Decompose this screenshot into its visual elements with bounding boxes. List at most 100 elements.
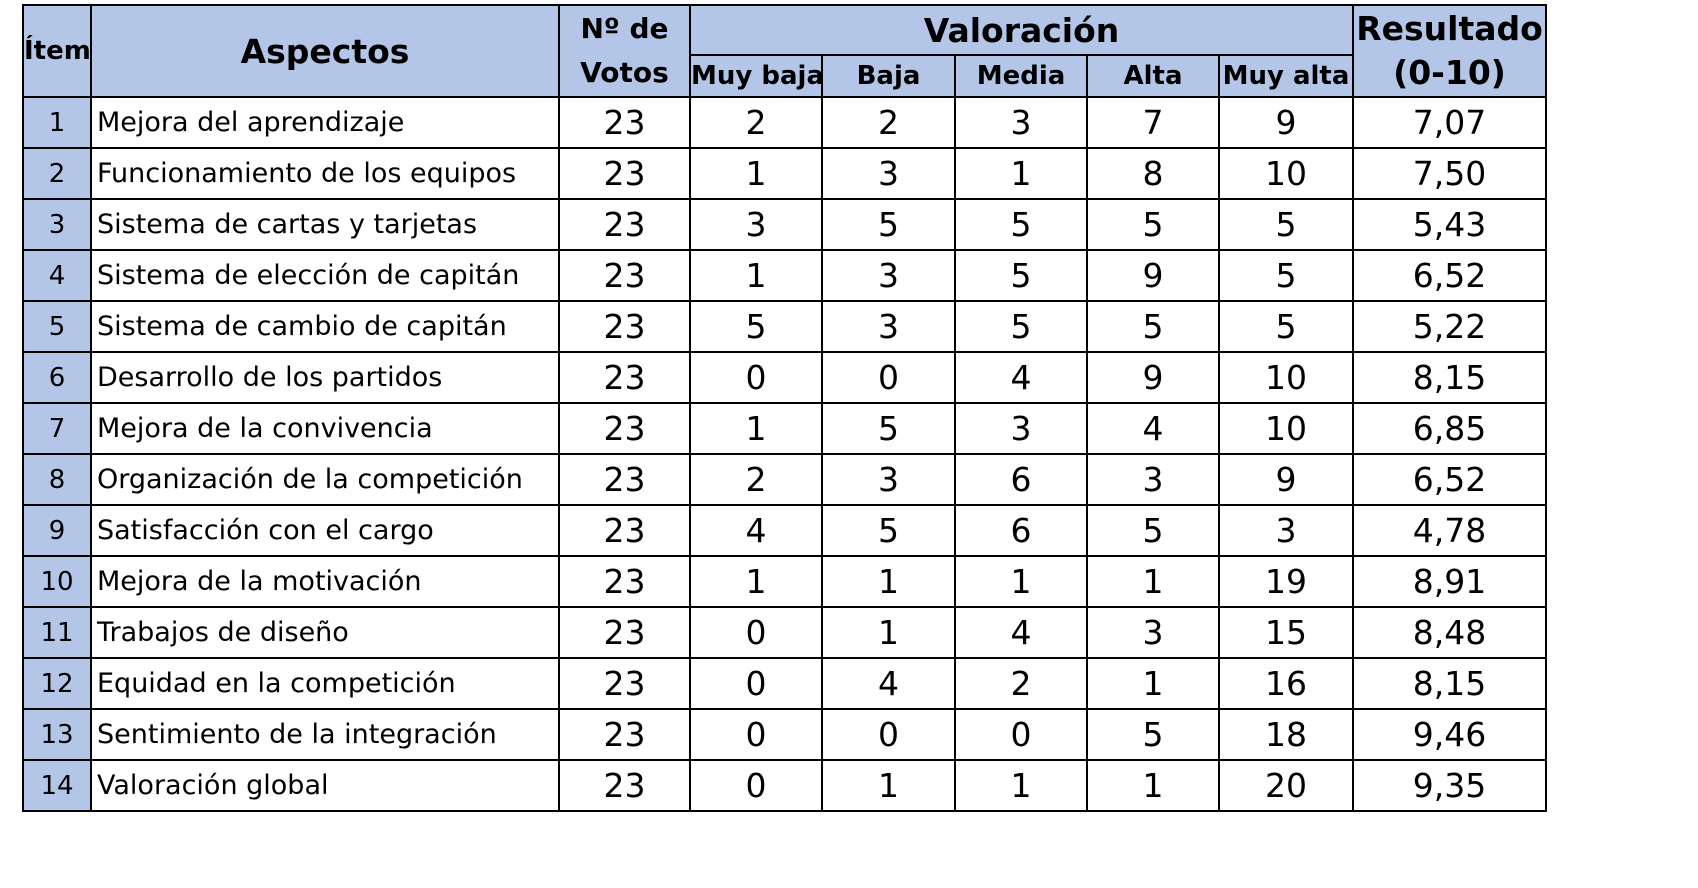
votes-header-line1: Nº de [580,12,669,45]
muy-alta-cell: 5 [1218,249,1354,302]
muy-alta-cell: 3 [1218,504,1354,557]
alta-cell: 3 [1086,606,1220,659]
results-table: Ítem Aspectos Nº de Votos Valoración Res… [22,4,1547,812]
alta-cell: 1 [1086,657,1220,710]
aspect-cell: Mejora de la motivación [90,555,560,608]
table-row: 6 Desarrollo de los partidos 23 0 0 4 9 10 8,15 [22,351,1547,404]
aspect-cell: Desarrollo de los partidos [90,351,560,404]
alta-cell: 8 [1086,147,1220,200]
table-row: 1 Mejora del aprendizaje 23 2 2 3 7 9 7,07 [22,96,1547,149]
muy-baja-cell: 0 [689,606,823,659]
muy-baja-cell: 1 [689,555,823,608]
muy-baja-cell: 0 [689,351,823,404]
muy-alta-cell: 10 [1218,402,1354,455]
votes-header: Nº de Votos [558,4,691,98]
muy-baja-cell: 2 [689,453,823,506]
aspect-cell: Equidad en la competición [90,657,560,710]
votes-cell: 23 [558,708,691,761]
header-row-sub: Muy baja Baja Media Alta Muy alta [23,54,1546,98]
votes-cell: 23 [558,351,691,404]
muy-baja-cell: 1 [689,402,823,455]
media-cell: 3 [954,96,1088,149]
result-cell: 9,46 [1352,708,1547,761]
item-number-cell: 13 [22,708,92,761]
result-header: Resultado (0-10) [1352,4,1547,98]
alta-cell: 1 [1086,555,1220,608]
table-row: 12 Equidad en la competición 23 0 4 2 1 16 8,15 [22,657,1547,710]
aspect-cell: Sistema de cartas y tarjetas [90,198,560,251]
votes-cell: 23 [558,606,691,659]
result-header-line1: Resultado [1356,9,1543,48]
item-number-cell: 7 [22,402,92,455]
media-cell: 1 [954,555,1088,608]
aspect-header: Aspectos [90,4,560,98]
baja-cell: 1 [821,555,956,608]
item-number-cell: 12 [22,657,92,710]
baja-cell: 5 [821,402,956,455]
result-cell: 6,52 [1352,453,1547,506]
media-cell: 3 [954,402,1088,455]
alta-cell: 5 [1086,504,1220,557]
media-cell: 4 [954,351,1088,404]
aspect-cell: Satisfacción con el cargo [90,504,560,557]
muy-baja-cell: 5 [689,300,823,353]
votes-cell: 23 [558,402,691,455]
alta-cell: 9 [1086,351,1220,404]
baja-cell: 1 [821,606,956,659]
votes-header-line2: Votos [580,56,669,89]
result-cell: 8,91 [1352,555,1547,608]
alta-cell: 5 [1086,708,1220,761]
media-cell: 5 [954,249,1088,302]
muy-alta-cell: 9 [1218,453,1354,506]
media-cell: 1 [954,759,1088,812]
muy-alta-cell: 16 [1218,657,1354,710]
alta-header: Alta [1086,54,1220,98]
muy-alta-header: Muy alta [1218,54,1354,98]
header-row-top: Ítem Aspectos Nº de Votos Valoración Res… [22,4,1547,98]
table-body: 1 Mejora del aprendizaje 23 2 2 3 7 9 7,07 2 Funci… [22,96,1547,812]
muy-alta-cell: 20 [1218,759,1354,812]
result-header-line2: (0-10) [1393,53,1506,92]
table-row: 7 Mejora de la convivencia 23 1 5 3 4 10 6,85 [22,402,1547,455]
item-number-cell: 14 [22,759,92,812]
aspect-cell: Trabajos de diseño [90,606,560,659]
aspect-cell: Mejora del aprendizaje [90,96,560,149]
muy-alta-cell: 18 [1218,708,1354,761]
muy-baja-header: Muy baja [689,54,823,98]
media-cell: 5 [954,198,1088,251]
result-cell: 9,35 [1352,759,1547,812]
result-cell: 5,22 [1352,300,1547,353]
muy-baja-cell: 3 [689,198,823,251]
muy-alta-cell: 5 [1218,198,1354,251]
item-number-cell: 1 [22,96,92,149]
item-number-cell: 8 [22,453,92,506]
votes-cell: 23 [558,96,691,149]
votes-cell: 23 [558,300,691,353]
muy-alta-cell: 10 [1218,147,1354,200]
result-cell: 8,48 [1352,606,1547,659]
votes-cell: 23 [558,198,691,251]
item-header: Ítem [22,4,92,98]
baja-header: Baja [821,54,956,98]
baja-cell: 1 [821,759,956,812]
votes-cell: 23 [558,555,691,608]
baja-cell: 3 [821,147,956,200]
baja-cell: 4 [821,657,956,710]
alta-cell: 5 [1086,198,1220,251]
alta-cell: 9 [1086,249,1220,302]
votes-cell: 23 [558,504,691,557]
result-cell: 4,78 [1352,504,1547,557]
table-row: 5 Sistema de cambio de capitán 23 5 3 5 5 5 5,22 [22,300,1547,353]
baja-cell: 0 [821,351,956,404]
results-table-container: Ítem Aspectos Nº de Votos Valoración Res… [22,4,1547,812]
alta-cell: 7 [1086,96,1220,149]
table-row: 10 Mejora de la motivación 23 1 1 1 1 19 8,91 [22,555,1547,608]
table-row: 3 Sistema de cartas y tarjetas 23 3 5 5 5 5 5,43 [22,198,1547,251]
baja-cell: 3 [821,453,956,506]
alta-cell: 4 [1086,402,1220,455]
muy-baja-cell: 4 [689,504,823,557]
table-row: 13 Sentimiento de la integración 23 0 0 0 5 18 9… [22,708,1547,761]
baja-cell: 5 [821,198,956,251]
aspect-cell: Sistema de elección de capitán [90,249,560,302]
valoracion-header: Valoración [689,4,1354,56]
